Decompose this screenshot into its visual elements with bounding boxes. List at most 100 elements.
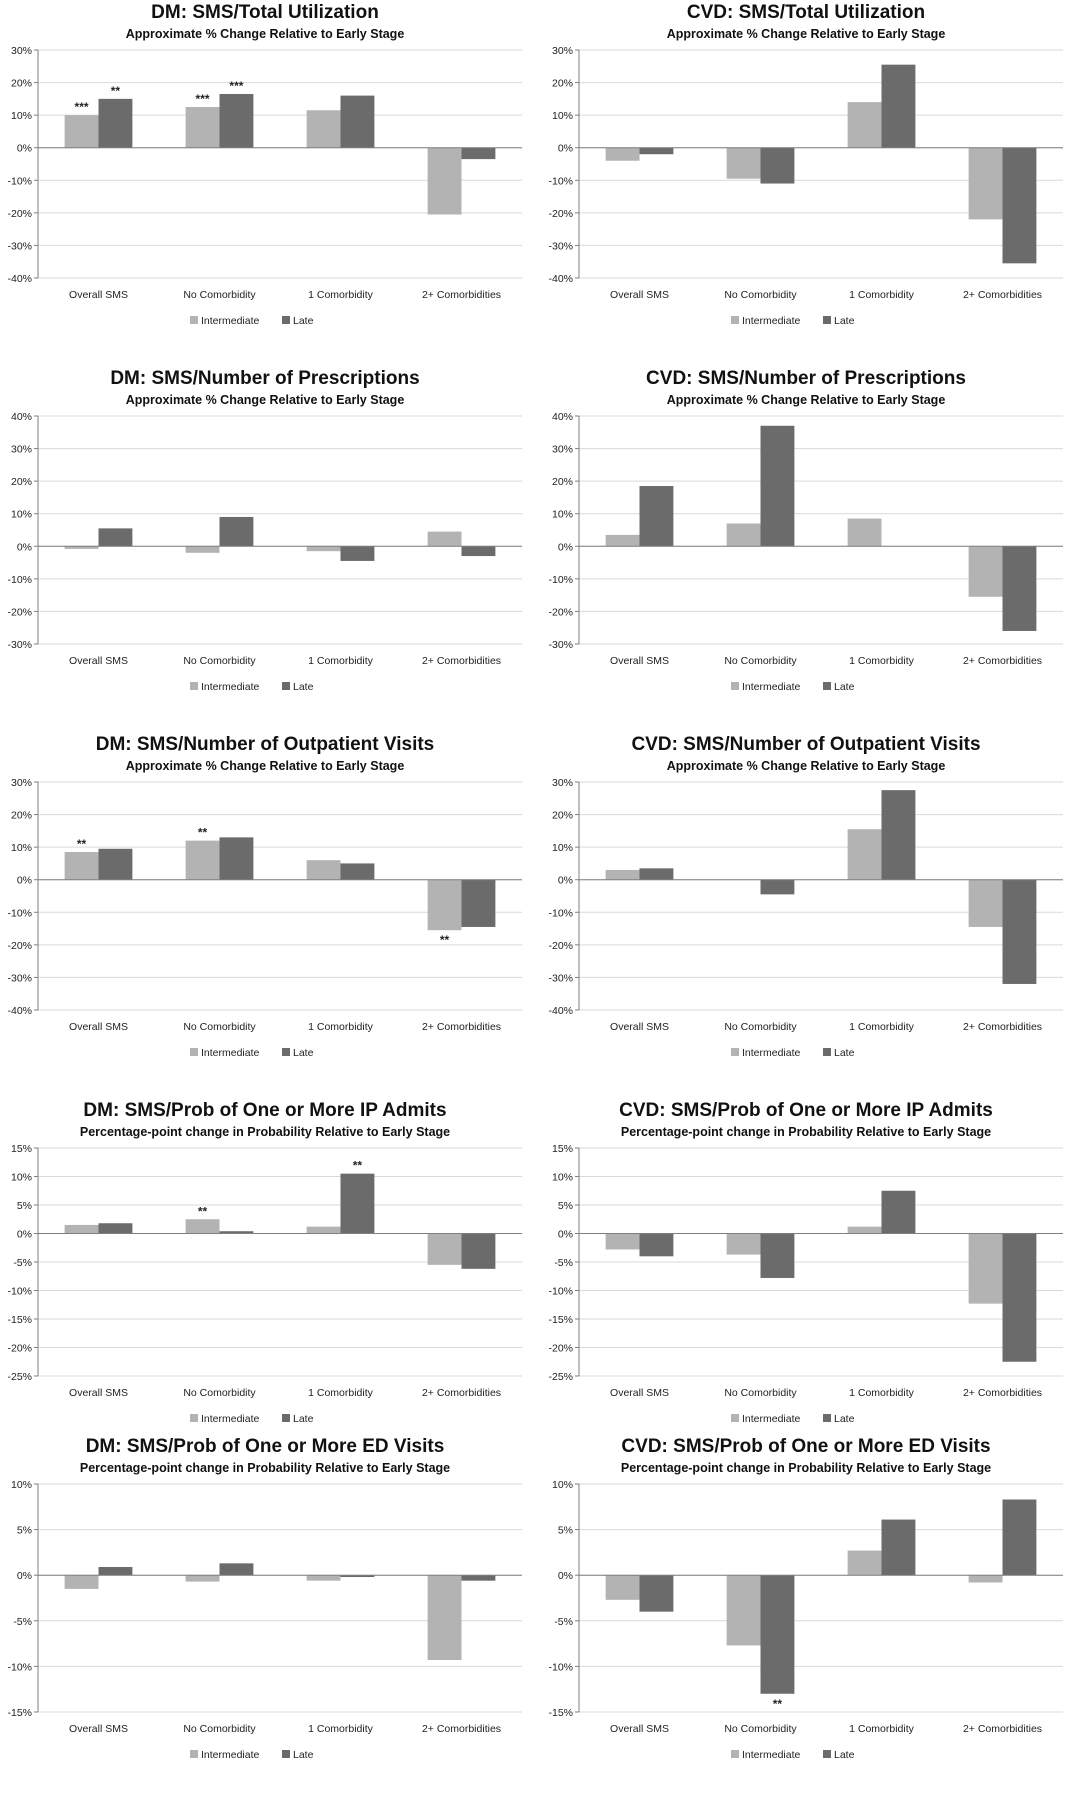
y-tick-label: -20% xyxy=(548,940,573,952)
bar-late xyxy=(1002,147,1037,264)
bar-intermediate xyxy=(968,1233,1003,1304)
legend-label-intermediate: Intermediate xyxy=(742,1749,801,1761)
legend: Intermediate Late xyxy=(190,315,314,327)
bar-late xyxy=(760,879,795,895)
legend-swatch-late xyxy=(823,1414,831,1422)
bar-late xyxy=(340,546,375,561)
chart-subtitle: Approximate % Change Relative to Early S… xyxy=(126,759,405,773)
y-tick-label: -40% xyxy=(548,273,573,285)
legend: Intermediate Late xyxy=(731,681,855,693)
bar-late xyxy=(219,1563,254,1576)
legend: Intermediate Late xyxy=(190,681,314,693)
bar-late xyxy=(98,1223,133,1234)
y-tick-label: 20% xyxy=(11,810,32,822)
y-tick-label: -20% xyxy=(7,940,32,952)
chart-subtitle: Approximate % Change Relative to Early S… xyxy=(126,27,405,41)
y-tick-label: 5% xyxy=(558,1200,573,1212)
legend-swatch-late xyxy=(282,1750,290,1758)
chart-title: CVD: SMS/Prob of One or More IP Admits xyxy=(619,1100,993,1121)
y-tick-label: -25% xyxy=(548,1371,573,1383)
legend-swatch-late xyxy=(282,1414,290,1422)
bar-late xyxy=(98,848,133,880)
bar-intermediate xyxy=(427,1233,462,1265)
x-tick-label: 1 Comorbidity xyxy=(308,1387,374,1399)
x-tick-label: No Comorbidity xyxy=(183,289,256,301)
bar-late xyxy=(760,1575,795,1694)
bar-intermediate xyxy=(64,1224,99,1234)
bar-late xyxy=(219,516,254,547)
x-tick-label: No Comorbidity xyxy=(724,1723,797,1735)
bar-intermediate xyxy=(427,531,462,547)
y-tick-label: -10% xyxy=(7,907,32,919)
chart-svg-1: DM: SMS/Total Utilization Approximate % C… xyxy=(7,2,522,327)
x-tick-label: 1 Comorbidity xyxy=(308,1723,374,1735)
legend-swatch-late xyxy=(823,316,831,324)
y-tick-label: -10% xyxy=(548,907,573,919)
y-tick-label: -40% xyxy=(7,1005,32,1017)
y-tick-label: 10% xyxy=(552,1479,573,1491)
y-tick-label: 10% xyxy=(552,110,573,122)
bar-late xyxy=(340,95,375,148)
legend-swatch-intermediate xyxy=(731,682,739,690)
significance-label: ** xyxy=(773,1697,783,1711)
legend-swatch-intermediate xyxy=(731,1750,739,1758)
x-tick-label: No Comorbidity xyxy=(724,1387,797,1399)
chart-title: DM: SMS/Total Utilization xyxy=(151,2,379,23)
y-tick-label: -15% xyxy=(548,1314,573,1326)
chart-panel-6: CVD: SMS/Number of Outpatient Visits Appr… xyxy=(541,732,1081,1098)
y-tick-label: -15% xyxy=(548,1707,573,1719)
x-tick-label: 2+ Comorbidities xyxy=(422,1723,501,1735)
y-tick-label: 0% xyxy=(17,1229,32,1241)
x-tick-label: Overall SMS xyxy=(610,655,669,667)
legend-label-intermediate: Intermediate xyxy=(201,681,260,693)
bar-intermediate xyxy=(605,1233,640,1250)
legend: Intermediate Late xyxy=(190,1047,314,1059)
chart-title: DM: SMS/Number of Prescriptions xyxy=(110,368,419,389)
x-tick-label: 2+ Comorbidities xyxy=(963,289,1042,301)
y-tick-label: 0% xyxy=(558,875,573,887)
x-tick-label: Overall SMS xyxy=(69,1723,128,1735)
bar-late xyxy=(98,528,133,547)
significance-label: ** xyxy=(198,826,208,840)
y-tick-label: 20% xyxy=(552,476,573,488)
y-tick-label: 0% xyxy=(558,1229,573,1241)
legend-label-late: Late xyxy=(834,315,855,327)
significance-label: ** xyxy=(198,1204,208,1218)
legend-label-intermediate: Intermediate xyxy=(742,1047,801,1059)
legend-label-intermediate: Intermediate xyxy=(201,315,260,327)
bar-late xyxy=(1002,1499,1037,1576)
significance-label: ** xyxy=(353,1159,363,1173)
y-tick-label: 30% xyxy=(552,444,573,456)
legend-label-intermediate: Intermediate xyxy=(742,315,801,327)
legend-swatch-intermediate xyxy=(731,316,739,324)
y-tick-label: -40% xyxy=(7,273,32,285)
legend-swatch-intermediate xyxy=(190,1414,198,1422)
y-tick-label: 30% xyxy=(552,45,573,57)
chart-subtitle: Percentage-point change in Probability R… xyxy=(621,1125,991,1139)
bar-intermediate xyxy=(968,1575,1003,1583)
y-tick-label: 15% xyxy=(11,1143,32,1155)
x-tick-label: Overall SMS xyxy=(610,289,669,301)
y-tick-label: 20% xyxy=(552,78,573,90)
y-tick-label: -30% xyxy=(7,240,32,252)
bar-intermediate xyxy=(427,879,462,931)
legend-label-late: Late xyxy=(834,681,855,693)
y-tick-label: 20% xyxy=(11,476,32,488)
chart-title: DM: SMS/Prob of One or More IP Admits xyxy=(83,1100,446,1121)
chart-svg-4: CVD: SMS/Number of Prescriptions Approxim… xyxy=(548,368,1063,693)
legend-swatch-intermediate xyxy=(190,316,198,324)
chart-title: DM: SMS/Number of Outpatient Visits xyxy=(96,734,435,755)
bar-intermediate xyxy=(185,546,220,553)
legend-label-late: Late xyxy=(834,1047,855,1059)
chart-panel-10: CVD: SMS/Prob of One or More ED Visits Pe… xyxy=(541,1434,1081,1800)
bar-intermediate xyxy=(847,102,882,148)
y-tick-label: -20% xyxy=(7,606,32,618)
bar-intermediate xyxy=(605,147,640,161)
x-tick-label: 1 Comorbidity xyxy=(308,1021,374,1033)
y-tick-label: -10% xyxy=(548,175,573,187)
x-tick-label: 2+ Comorbidities xyxy=(963,1021,1042,1033)
y-tick-label: 10% xyxy=(552,1172,573,1184)
bar-late xyxy=(760,1233,795,1278)
legend-swatch-intermediate xyxy=(190,682,198,690)
x-tick-label: No Comorbidity xyxy=(183,1723,256,1735)
